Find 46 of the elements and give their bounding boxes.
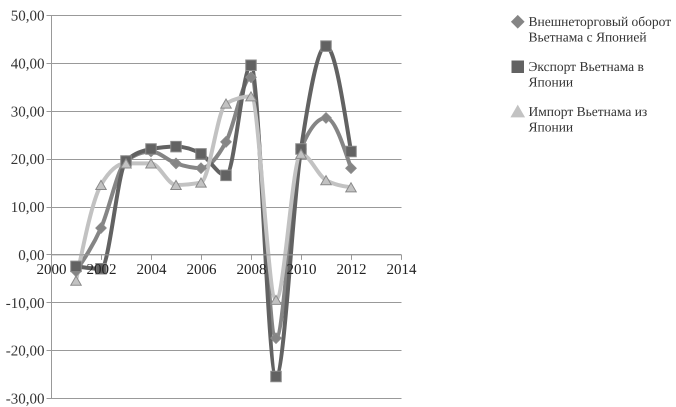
point bbox=[245, 60, 257, 72]
legend-label: Импорт Вьетнама из Японии bbox=[528, 104, 648, 134]
point bbox=[145, 143, 157, 155]
point bbox=[320, 175, 332, 186]
point bbox=[195, 162, 207, 174]
x-tick-label: 2004 bbox=[136, 262, 167, 278]
point bbox=[345, 162, 357, 174]
point bbox=[95, 222, 107, 234]
y-tick-label: -20,00 bbox=[6, 344, 44, 360]
x-tick-label: 2006 bbox=[186, 262, 217, 278]
legend-label: Экспорт Вьетнама в Японии bbox=[528, 58, 644, 90]
point bbox=[270, 294, 282, 305]
y-tick-label: 30,00 bbox=[10, 104, 44, 120]
point bbox=[170, 180, 182, 190]
y-tick-label: 0,00 bbox=[18, 248, 44, 264]
point bbox=[70, 276, 82, 286]
point bbox=[245, 71, 257, 83]
point bbox=[345, 182, 357, 192]
point bbox=[170, 158, 182, 170]
y-tick-label: 40,00 bbox=[10, 56, 44, 72]
point bbox=[145, 158, 157, 168]
point bbox=[220, 170, 232, 182]
point bbox=[170, 140, 182, 152]
point bbox=[70, 260, 82, 272]
y-tick-label: -30,00 bbox=[6, 392, 44, 407]
y-tick-label: 10,00 bbox=[10, 200, 44, 216]
point bbox=[270, 370, 282, 382]
point bbox=[270, 332, 282, 344]
point bbox=[195, 178, 207, 188]
point bbox=[195, 148, 207, 160]
point bbox=[220, 136, 232, 148]
y-tick-label: -10,00 bbox=[6, 296, 44, 312]
point bbox=[245, 91, 257, 102]
point bbox=[95, 180, 107, 190]
point bbox=[345, 146, 357, 158]
y-tick-label: 50,00 bbox=[10, 8, 44, 24]
x-tick-label: 2014 bbox=[386, 262, 417, 278]
y-tick-label: 20,00 bbox=[10, 152, 44, 168]
legend-label: Внешнеторговый оборот Вьетнама с Японией bbox=[528, 14, 672, 44]
point bbox=[120, 158, 132, 168]
point bbox=[295, 148, 307, 159]
x-tick-label: 2012 bbox=[336, 262, 366, 278]
point bbox=[320, 112, 332, 124]
point bbox=[320, 40, 332, 52]
x-tick-label: 2000 bbox=[36, 262, 66, 278]
point bbox=[220, 98, 232, 109]
